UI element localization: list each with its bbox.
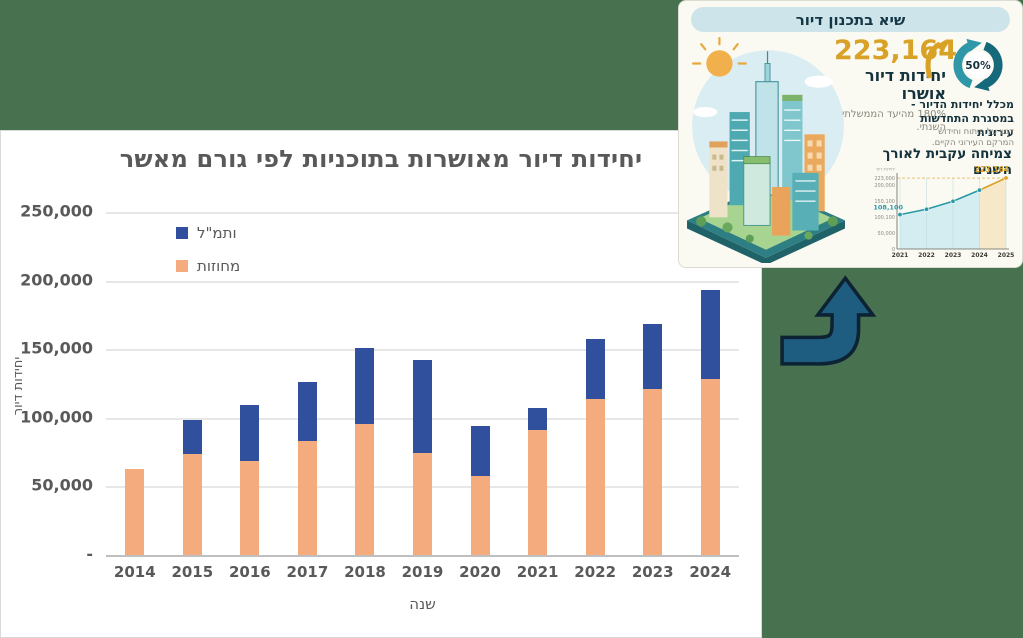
city-illustration	[687, 37, 845, 263]
y-tick-label: 150,000	[20, 338, 93, 358]
svg-text:יחידות דיור: יחידות דיור	[876, 168, 895, 173]
bar-2015	[182, 419, 202, 555]
y-axis-title: יחידות דיור	[11, 356, 26, 416]
target-percentage-note: 180% מהיעד הממשלתי השנתי.	[842, 108, 946, 133]
gridline	[106, 349, 739, 352]
urban-renewal-caption: מכלל יחידות הדיור - במסגרת התחדשות עירונ…	[910, 98, 1014, 139]
svg-text:223,000: 223,000	[874, 176, 895, 182]
chart-title: יחידות דיור מאושרות בתוכניות לפי גורם מא…	[119, 145, 643, 173]
y-tick-label: -	[86, 544, 93, 564]
x-tick-label: 2018	[344, 563, 386, 581]
x-tick-label: 2024	[689, 563, 732, 581]
percent-cycle-icon: 50%	[953, 38, 1003, 92]
gridline	[106, 280, 739, 283]
percent-badge: 50%	[965, 59, 991, 72]
svg-text:223,164: 223,164	[975, 165, 1009, 174]
svg-text:200,000: 200,000	[874, 183, 895, 189]
bar-2024	[700, 289, 720, 555]
x-tick-label: 2022	[574, 563, 617, 581]
svg-text:2021: 2021	[892, 252, 909, 259]
svg-text:0: 0	[892, 247, 895, 253]
bar-2014	[125, 468, 145, 555]
up-bent-arrow-icon	[780, 275, 877, 366]
bar-2023	[643, 324, 663, 555]
x-tick-label: 2017	[286, 563, 329, 581]
bar-2022	[585, 339, 605, 555]
sun-icon	[691, 37, 747, 77]
legend-label-mehozot: מחוזות	[197, 257, 241, 275]
y-tick-label: 50,000	[31, 475, 93, 495]
x-tick-label: 2020	[459, 563, 501, 581]
headline-block: 223,164 יחידות דיור אושרו 180% מהיעד הממ…	[834, 35, 957, 134]
y-tick-label: 100,000	[20, 407, 93, 427]
approved-units-number: 223,164	[834, 35, 957, 66]
gridline	[106, 555, 739, 557]
bar-2020	[470, 426, 490, 555]
x-tick-label: 2015	[171, 563, 214, 581]
x-tick-label: 2016	[228, 563, 271, 581]
svg-text:2025: 2025	[998, 252, 1015, 259]
x-tick-label: 2021	[516, 563, 559, 581]
x-axis-labels: 2014 2015 2016 2017 2018 2019 2020 2021 2022 2023…	[106, 563, 739, 581]
bar-2018	[355, 347, 375, 555]
bars-area	[106, 212, 739, 555]
legend-label-vatmal: ותמ"ל	[197, 224, 237, 242]
x-tick-label: 2014	[113, 563, 156, 581]
bar-2017	[297, 382, 317, 555]
gold-up-arrow-icon	[925, 39, 947, 79]
urban-renewal-note: דגש על פיתוח וחידוש המרקם העירוני הקיים.	[931, 127, 1014, 149]
approved-units-label: יחידות דיור אושרו	[864, 66, 946, 104]
svg-text:2023: 2023	[945, 252, 962, 259]
svg-text:150,100: 150,100	[874, 199, 895, 205]
y-tick-label: 250,000	[20, 201, 93, 221]
svg-text:2024: 2024	[971, 252, 988, 259]
approved-housing-units-chart-panel: יחידות דיור מאושרות בתוכניות לפי גורם מא…	[0, 130, 762, 638]
gridline	[106, 212, 739, 214]
x-axis-title: שנה	[409, 595, 436, 613]
legend-swatch-vatmal	[176, 227, 188, 239]
mini-chart-title: צמיחה עקבית לאורך השנים	[882, 146, 1012, 178]
y-tick-label: 200,000	[20, 270, 93, 290]
infographic-card: שיא בתכנון דיור	[678, 0, 1023, 268]
x-tick-label: 2023	[631, 563, 674, 581]
trees	[696, 216, 838, 243]
svg-text:50,000: 50,000	[878, 231, 896, 237]
bar-2019	[413, 359, 432, 555]
svg-text:100,100: 100,100	[874, 215, 895, 221]
bar-2016	[240, 404, 260, 555]
chart-legend: ותמ"ל מחוזות	[176, 223, 240, 289]
infographic-title: שיא בתכנון דיור	[691, 7, 1010, 32]
bar-2021	[528, 408, 548, 555]
legend-swatch-mehozot	[176, 260, 188, 272]
svg-text:2022: 2022	[918, 252, 935, 259]
svg-text:108,100: 108,100	[873, 204, 903, 212]
legend-item-vatmal: ותמ"ל	[176, 223, 240, 243]
legend-item-mehozot: מחוזות	[176, 256, 240, 276]
x-tick-label: 2019	[401, 563, 444, 581]
